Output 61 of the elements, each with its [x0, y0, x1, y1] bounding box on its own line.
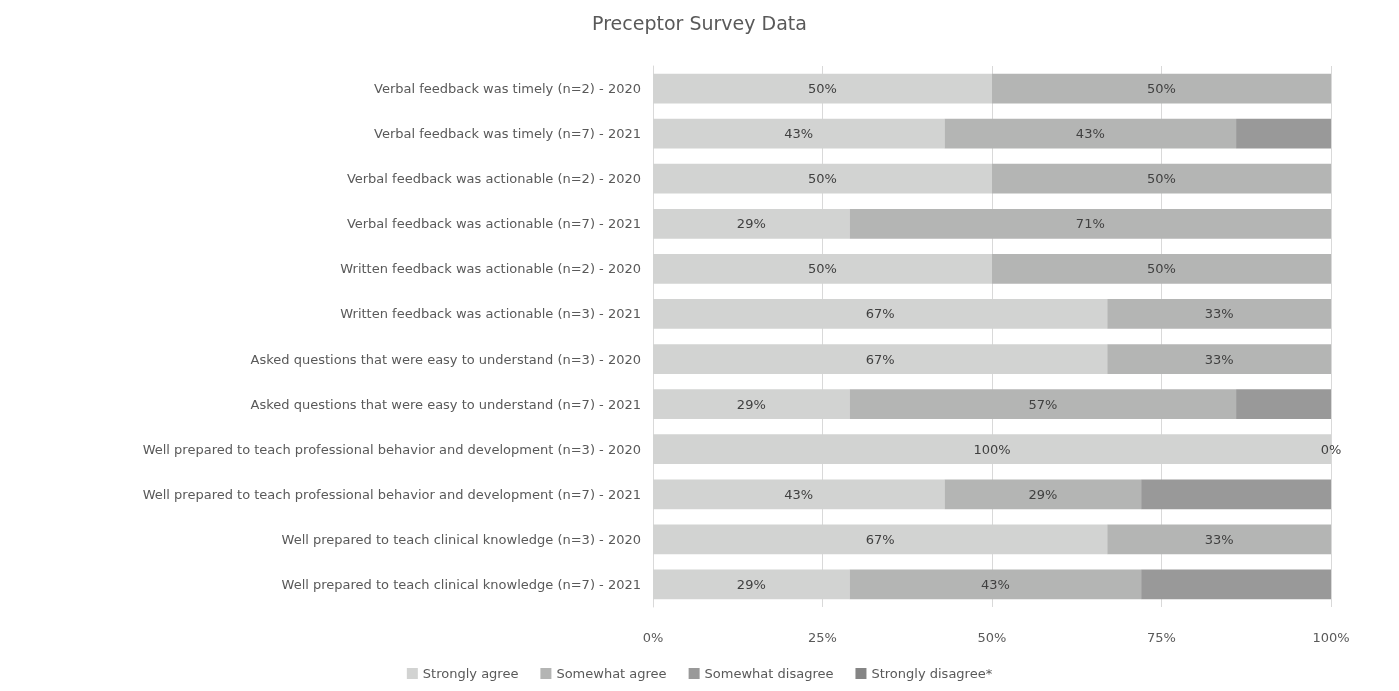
data-label: 71%: [1075, 216, 1105, 232]
data-label: 33%: [1204, 531, 1234, 547]
bar: [1107, 524, 1331, 555]
data-label: 33%: [1204, 306, 1234, 322]
bar: [992, 73, 1331, 104]
y-tick-label: Asked questions that were easy to understand (n=7) - 2021: [250, 396, 641, 412]
y-tick-label: Well prepared to teach clinical knowledge (n=7) - 2021: [281, 576, 641, 592]
bar: [1236, 118, 1331, 149]
data-label: 29%: [736, 576, 766, 592]
data-label: 43%: [784, 126, 814, 142]
data-label: 43%: [1075, 126, 1105, 142]
y-tick-label: Verbal feedback was timely (n=7) - 2021: [374, 126, 641, 142]
data-label: 29%: [736, 216, 766, 232]
legend-label: Somewhat agree: [556, 666, 667, 681]
data-label: 67%: [865, 531, 895, 547]
bar: [1141, 569, 1331, 600]
data-label: 50%: [808, 261, 837, 277]
x-tick-label: 50%: [977, 630, 1007, 645]
data-label: 0%: [1320, 441, 1342, 457]
legend-label: Somewhat disagree: [704, 666, 834, 681]
y-tick-label: Well prepared to teach professional behavior and development (n=7) - 2021: [142, 486, 641, 502]
data-label: 100%: [973, 441, 1011, 457]
legend-label: Strongly disagree*: [871, 666, 993, 681]
bar: [1107, 299, 1331, 329]
legend-label: Strongly agree: [422, 666, 519, 681]
bar: [1141, 479, 1331, 510]
x-tick-label: 75%: [1147, 630, 1176, 645]
data-label: 29%: [1028, 486, 1058, 502]
bar: [849, 389, 1237, 419]
bar: [944, 118, 1237, 149]
bar: [944, 479, 1142, 510]
data-label: 43%: [784, 486, 814, 502]
y-tick-label: Verbal feedback was actionable (n=7) - 2021: [346, 216, 641, 232]
bar: [992, 163, 1331, 194]
bar: [992, 254, 1331, 284]
x-tick-label: 25%: [808, 630, 837, 645]
data-label: 43%: [980, 576, 1010, 592]
x-tick-label: 100%: [1312, 630, 1350, 645]
data-label: 50%: [1147, 81, 1176, 97]
data-label: 57%: [1028, 396, 1058, 412]
bar: [849, 569, 1142, 600]
data-label: 50%: [808, 171, 837, 187]
y-tick-label: Verbal feedback was timely (n=2) - 2020: [374, 81, 641, 97]
chart-title: Preceptor Survey Data: [592, 11, 807, 34]
data-label: 29%: [736, 396, 766, 412]
y-tick-label: Well prepared to teach clinical knowledge (n=3) - 2020: [281, 531, 641, 547]
bar: [1107, 344, 1331, 374]
data-label: 50%: [1147, 171, 1176, 187]
y-tick-label: Well prepared to teach professional behavior and development (n=3) - 2020: [142, 441, 641, 457]
data-label: 50%: [808, 81, 837, 97]
y-tick-label: Written feedback was actionable (n=2) - 2020: [340, 261, 641, 277]
x-tick-label: 0%: [642, 630, 664, 645]
data-label: 67%: [865, 306, 895, 322]
y-tick-label: Verbal feedback was actionable (n=2) - 2020: [346, 171, 641, 187]
y-tick-label: Written feedback was actionable (n=3) - 2021: [340, 306, 641, 322]
bar: [1236, 389, 1331, 419]
data-label: 67%: [865, 351, 895, 367]
y-tick-label: Asked questions that were easy to understand (n=3) - 2020: [250, 351, 641, 367]
data-label: 50%: [1147, 261, 1176, 277]
bar: [849, 208, 1331, 239]
data-label: 33%: [1204, 351, 1234, 367]
